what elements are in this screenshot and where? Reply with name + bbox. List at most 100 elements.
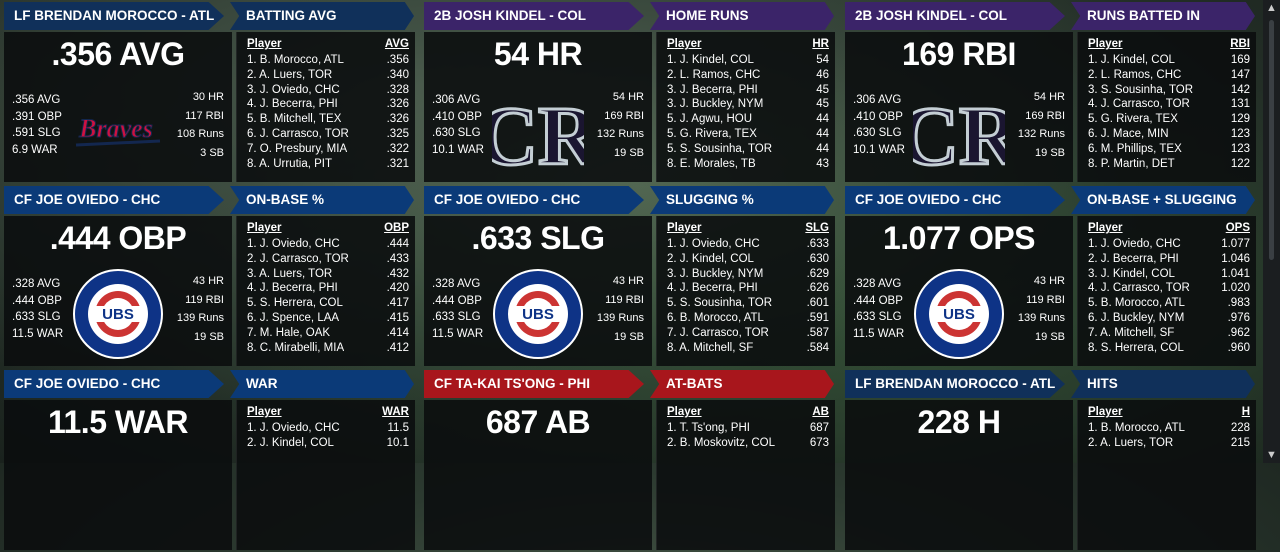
table-row[interactable]: 6. M. Phillips, TEX 123 <box>1088 142 1250 157</box>
leader-header[interactable]: CF JOE OVIEDO - CHC <box>424 186 644 214</box>
scroll-down-icon[interactable]: ▼ <box>1266 449 1277 461</box>
leader-panel: .356 AVG .356 AVG .391 OBP .591 SLG 6.9 WAR… <box>4 32 232 182</box>
table-row[interactable]: 3. S. Sousinha, TOR 142 <box>1088 83 1250 98</box>
table-row[interactable]: 2. B. Moskovitz, COL 673 <box>667 436 829 451</box>
table-row[interactable]: 4. J. Becerra, PHI .420 <box>247 281 409 296</box>
category-header[interactable]: ON-BASE % <box>230 186 414 214</box>
leader-header[interactable]: 2B JOSH KINDEL - COL <box>424 2 644 30</box>
table-row[interactable]: 3. J. Kindel, COL 1.041 <box>1088 267 1250 282</box>
stat-value: 122 <box>1230 157 1250 170</box>
table-row[interactable]: 5. J. Agwu, HOU 44 <box>667 112 829 127</box>
table-row[interactable]: 4. J. Becerra, PHI .626 <box>667 281 829 296</box>
leaderboard-table: Player OPS 1. J. Oviedo, CHC 1.077 2. J. Be… <box>1088 220 1250 355</box>
table-row[interactable]: 2. J. Becerra, PHI 1.046 <box>1088 252 1250 267</box>
scroll-up-icon[interactable]: ▲ <box>1266 2 1277 14</box>
table-row[interactable]: 1. J. Oviedo, CHC 11.5 <box>247 421 409 436</box>
table-row[interactable]: 6. J. Buckley, NYM .976 <box>1088 311 1250 326</box>
leader-header[interactable]: CF JOE OVIEDO - CHC <box>4 370 224 398</box>
table-row[interactable]: 2. J. Carrasco, TOR .433 <box>247 252 409 267</box>
table-row[interactable]: 7. M. Hale, OAK .414 <box>247 326 409 341</box>
table-row[interactable]: 5. B. Mitchell, TEX .326 <box>247 112 409 127</box>
category-header[interactable]: AT-BATS <box>650 370 834 398</box>
stat-col-header: OPS <box>1225 222 1250 234</box>
category-header[interactable]: HITS <box>1071 370 1255 398</box>
table-row[interactable]: 3. J. Becerra, PHI 45 <box>667 83 829 98</box>
stat-value: 1.041 <box>1221 267 1250 280</box>
table-row[interactable]: 8. S. Herrera, COL .960 <box>1088 341 1250 356</box>
table-row[interactable]: 1. J. Kindel, COL 169 <box>1088 53 1250 68</box>
category-header[interactable]: HOME RUNS <box>650 2 834 30</box>
table-row[interactable]: 2. A. Luers, TOR 215 <box>1088 436 1250 451</box>
table-header: Player HR <box>667 36 829 53</box>
category-header[interactable]: BATTING AVG <box>230 2 414 30</box>
leader-slash-line: .306 AVG .410 OBP .630 SLG 10.1 WAR <box>853 92 905 158</box>
table-row[interactable]: 5. G. Rivera, TEX 129 <box>1088 112 1250 127</box>
leader-header[interactable]: LF BRENDAN MOROCCO - ATL <box>845 370 1065 398</box>
table-row[interactable]: 1. J. Oviedo, CHC .633 <box>667 237 829 252</box>
table-header: Player OPS <box>1088 220 1250 237</box>
table-row[interactable]: 2. J. Kindel, COL .630 <box>667 252 829 267</box>
player-stat: 19 SB <box>1035 146 1065 159</box>
category-header[interactable]: WAR <box>230 370 414 398</box>
table-row[interactable]: 5. B. Morocco, ATL .983 <box>1088 296 1250 311</box>
table-row[interactable]: 5. S. Sousinha, TOR .601 <box>667 296 829 311</box>
table-row[interactable]: 7. A. Mitchell, SF .962 <box>1088 326 1250 341</box>
category-header[interactable]: ON-BASE + SLUGGING <box>1071 186 1255 214</box>
table-row[interactable]: 3. J. Buckley, NYM 45 <box>667 97 829 112</box>
table-row[interactable]: 8. P. Martin, DET 122 <box>1088 157 1250 172</box>
table-row[interactable]: 1. B. Morocco, ATL 228 <box>1088 421 1250 436</box>
leaderboard-table: Player HR 1. J. Kindel, COL 54 2. L. Ramos,… <box>667 36 829 171</box>
player-stat: .591 SLG <box>12 127 61 139</box>
stat-value: 1.046 <box>1221 252 1250 265</box>
table-row[interactable]: 4. J. Carrasco, TOR 1.020 <box>1088 281 1250 296</box>
leader-card: CF JOE OVIEDO - CHC ON-BASE % .444 OBP .… <box>0 184 418 368</box>
leader-header[interactable]: CF JOE OVIEDO - CHC <box>4 186 224 214</box>
scroll-thumb[interactable] <box>1269 20 1274 260</box>
leader-header[interactable]: 2B JOSH KINDEL - COL <box>845 2 1065 30</box>
table-row[interactable]: 5. S. Herrera, COL .417 <box>247 296 409 311</box>
leader-header[interactable]: CF TA-KAI TS'ONG - PHI <box>424 370 644 398</box>
table-row[interactable]: 5. G. Rivera, TEX 44 <box>667 127 829 142</box>
leader-slash-line: .306 AVG .410 OBP .630 SLG 10.1 WAR <box>432 92 484 158</box>
leader-header[interactable]: LF BRENDAN MOROCCO - ATL <box>4 2 224 30</box>
player-name: 3. J. Buckley, NYM <box>667 267 764 280</box>
table-row[interactable]: 1. J. Oviedo, CHC 1.077 <box>1088 237 1250 252</box>
leader-header[interactable]: CF JOE OVIEDO - CHC <box>845 186 1065 214</box>
table-row[interactable]: 3. A. Luers, TOR .432 <box>247 267 409 282</box>
stat-value: .356 <box>386 54 409 66</box>
table-row[interactable]: 8. C. Mirabelli, MIA .412 <box>247 341 409 356</box>
category-header[interactable]: SLUGGING % <box>650 186 834 214</box>
table-row[interactable]: 1. T. Ts'ong, PHI 687 <box>667 421 829 436</box>
table-row[interactable]: 7. J. Carrasco, TOR .587 <box>667 326 829 341</box>
table-row[interactable]: 2. J. Kindel, COL 10.1 <box>247 436 409 451</box>
table-row[interactable]: 8. A. Urrutia, PIT .321 <box>247 157 409 172</box>
table-row[interactable]: 6. B. Morocco, ATL .591 <box>667 311 829 326</box>
table-row[interactable]: 1. J. Kindel, COL 54 <box>667 53 829 68</box>
stat-col-header: H <box>1241 406 1250 418</box>
leader-panel: 687 AB <box>424 400 652 550</box>
player-name: 7. O. Presbury, MIA <box>247 142 348 155</box>
table-row[interactable]: 5. S. Sousinha, TOR 44 <box>667 142 829 157</box>
table-row[interactable]: 7. O. Presbury, MIA .322 <box>247 142 409 157</box>
table-row[interactable]: 4. J. Becerra, PHI .326 <box>247 97 409 112</box>
table-row[interactable]: 8. E. Morales, TB 43 <box>667 157 829 172</box>
scrollbar[interactable]: ▲ ▼ <box>1263 0 1280 463</box>
table-row[interactable]: 6. J. Spence, LAA .415 <box>247 311 409 326</box>
table-row[interactable]: 3. J. Buckley, NYM .629 <box>667 267 829 282</box>
table-row[interactable]: 3. J. Oviedo, CHC .328 <box>247 83 409 98</box>
table-row[interactable]: 2. L. Ramos, CHC 46 <box>667 68 829 83</box>
category-header[interactable]: RUNS BATTED IN <box>1071 2 1255 30</box>
table-row[interactable]: 4. J. Carrasco, TOR 131 <box>1088 97 1250 112</box>
stat-value: .326 <box>386 113 409 126</box>
table-row[interactable]: 8. A. Mitchell, SF .584 <box>667 341 829 356</box>
table-row[interactable]: 1. J. Oviedo, CHC .444 <box>247 237 409 252</box>
table-row[interactable]: 1. B. Morocco, ATL .356 <box>247 53 409 68</box>
table-row[interactable]: 2. L. Ramos, CHC 147 <box>1088 68 1250 83</box>
table-row[interactable]: 6. J. Carrasco, TOR .325 <box>247 127 409 142</box>
table-row[interactable]: 6. J. Mace, MIN 123 <box>1088 127 1250 142</box>
player-stat: 19 SB <box>614 330 644 343</box>
player-name: 1. B. Morocco, ATL <box>247 54 344 66</box>
rockies-logo: CR <box>488 80 588 180</box>
table-row[interactable]: 2. A. Luers, TOR .340 <box>247 68 409 83</box>
player-stat: 6.9 WAR <box>12 143 58 156</box>
